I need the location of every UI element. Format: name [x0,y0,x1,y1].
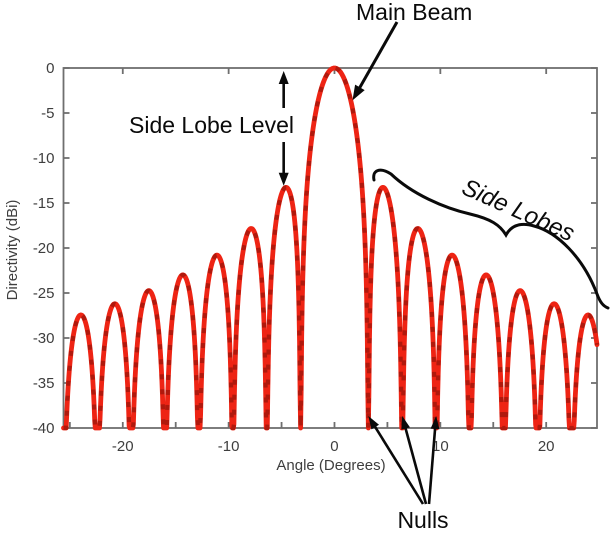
x-tick-label: 20 [538,438,555,455]
x-tick-label: -10 [218,438,240,455]
side-lobes-brace [372,168,610,310]
nulls-label: Nulls [397,507,449,533]
x-tick-label: 0 [330,438,338,455]
side-lobe-level-label: Side Lobe Level [129,112,294,138]
nulls-arrow-head [401,416,410,430]
y-tick-label: -40 [33,420,55,437]
sll-upper-arrow-head [278,71,289,84]
main-beam-arrow-head [352,84,365,101]
directivity-curve [61,65,600,431]
main-beam-arrow-shaft [357,21,399,90]
y-tick-label: 0 [46,60,54,77]
x-axis-title: Angle (Degrees) [276,457,386,474]
sll-lower-arrow-head [278,172,289,186]
nulls-arrow-head [430,416,440,430]
y-tick-label: -10 [33,150,55,167]
nulls-arrow-head [368,416,379,430]
nulls-arrow-shaft [427,426,437,505]
x-tick-label: 10 [432,438,449,455]
y-tick-label: -35 [33,375,55,392]
y-tick-label: -5 [41,105,54,122]
nulls-arrow-shaft [373,424,425,505]
y-tick-label: -30 [33,330,55,347]
y-tick-label: -25 [33,285,55,302]
main-beam-label: Main Beam [356,0,473,25]
x-tick-label: -20 [112,438,134,455]
y-axis-title: Directivity (dBi) [4,199,21,301]
y-tick-label: -20 [33,240,55,257]
y-tick-label: -15 [33,195,55,212]
nulls-arrow-shaft [403,426,428,505]
